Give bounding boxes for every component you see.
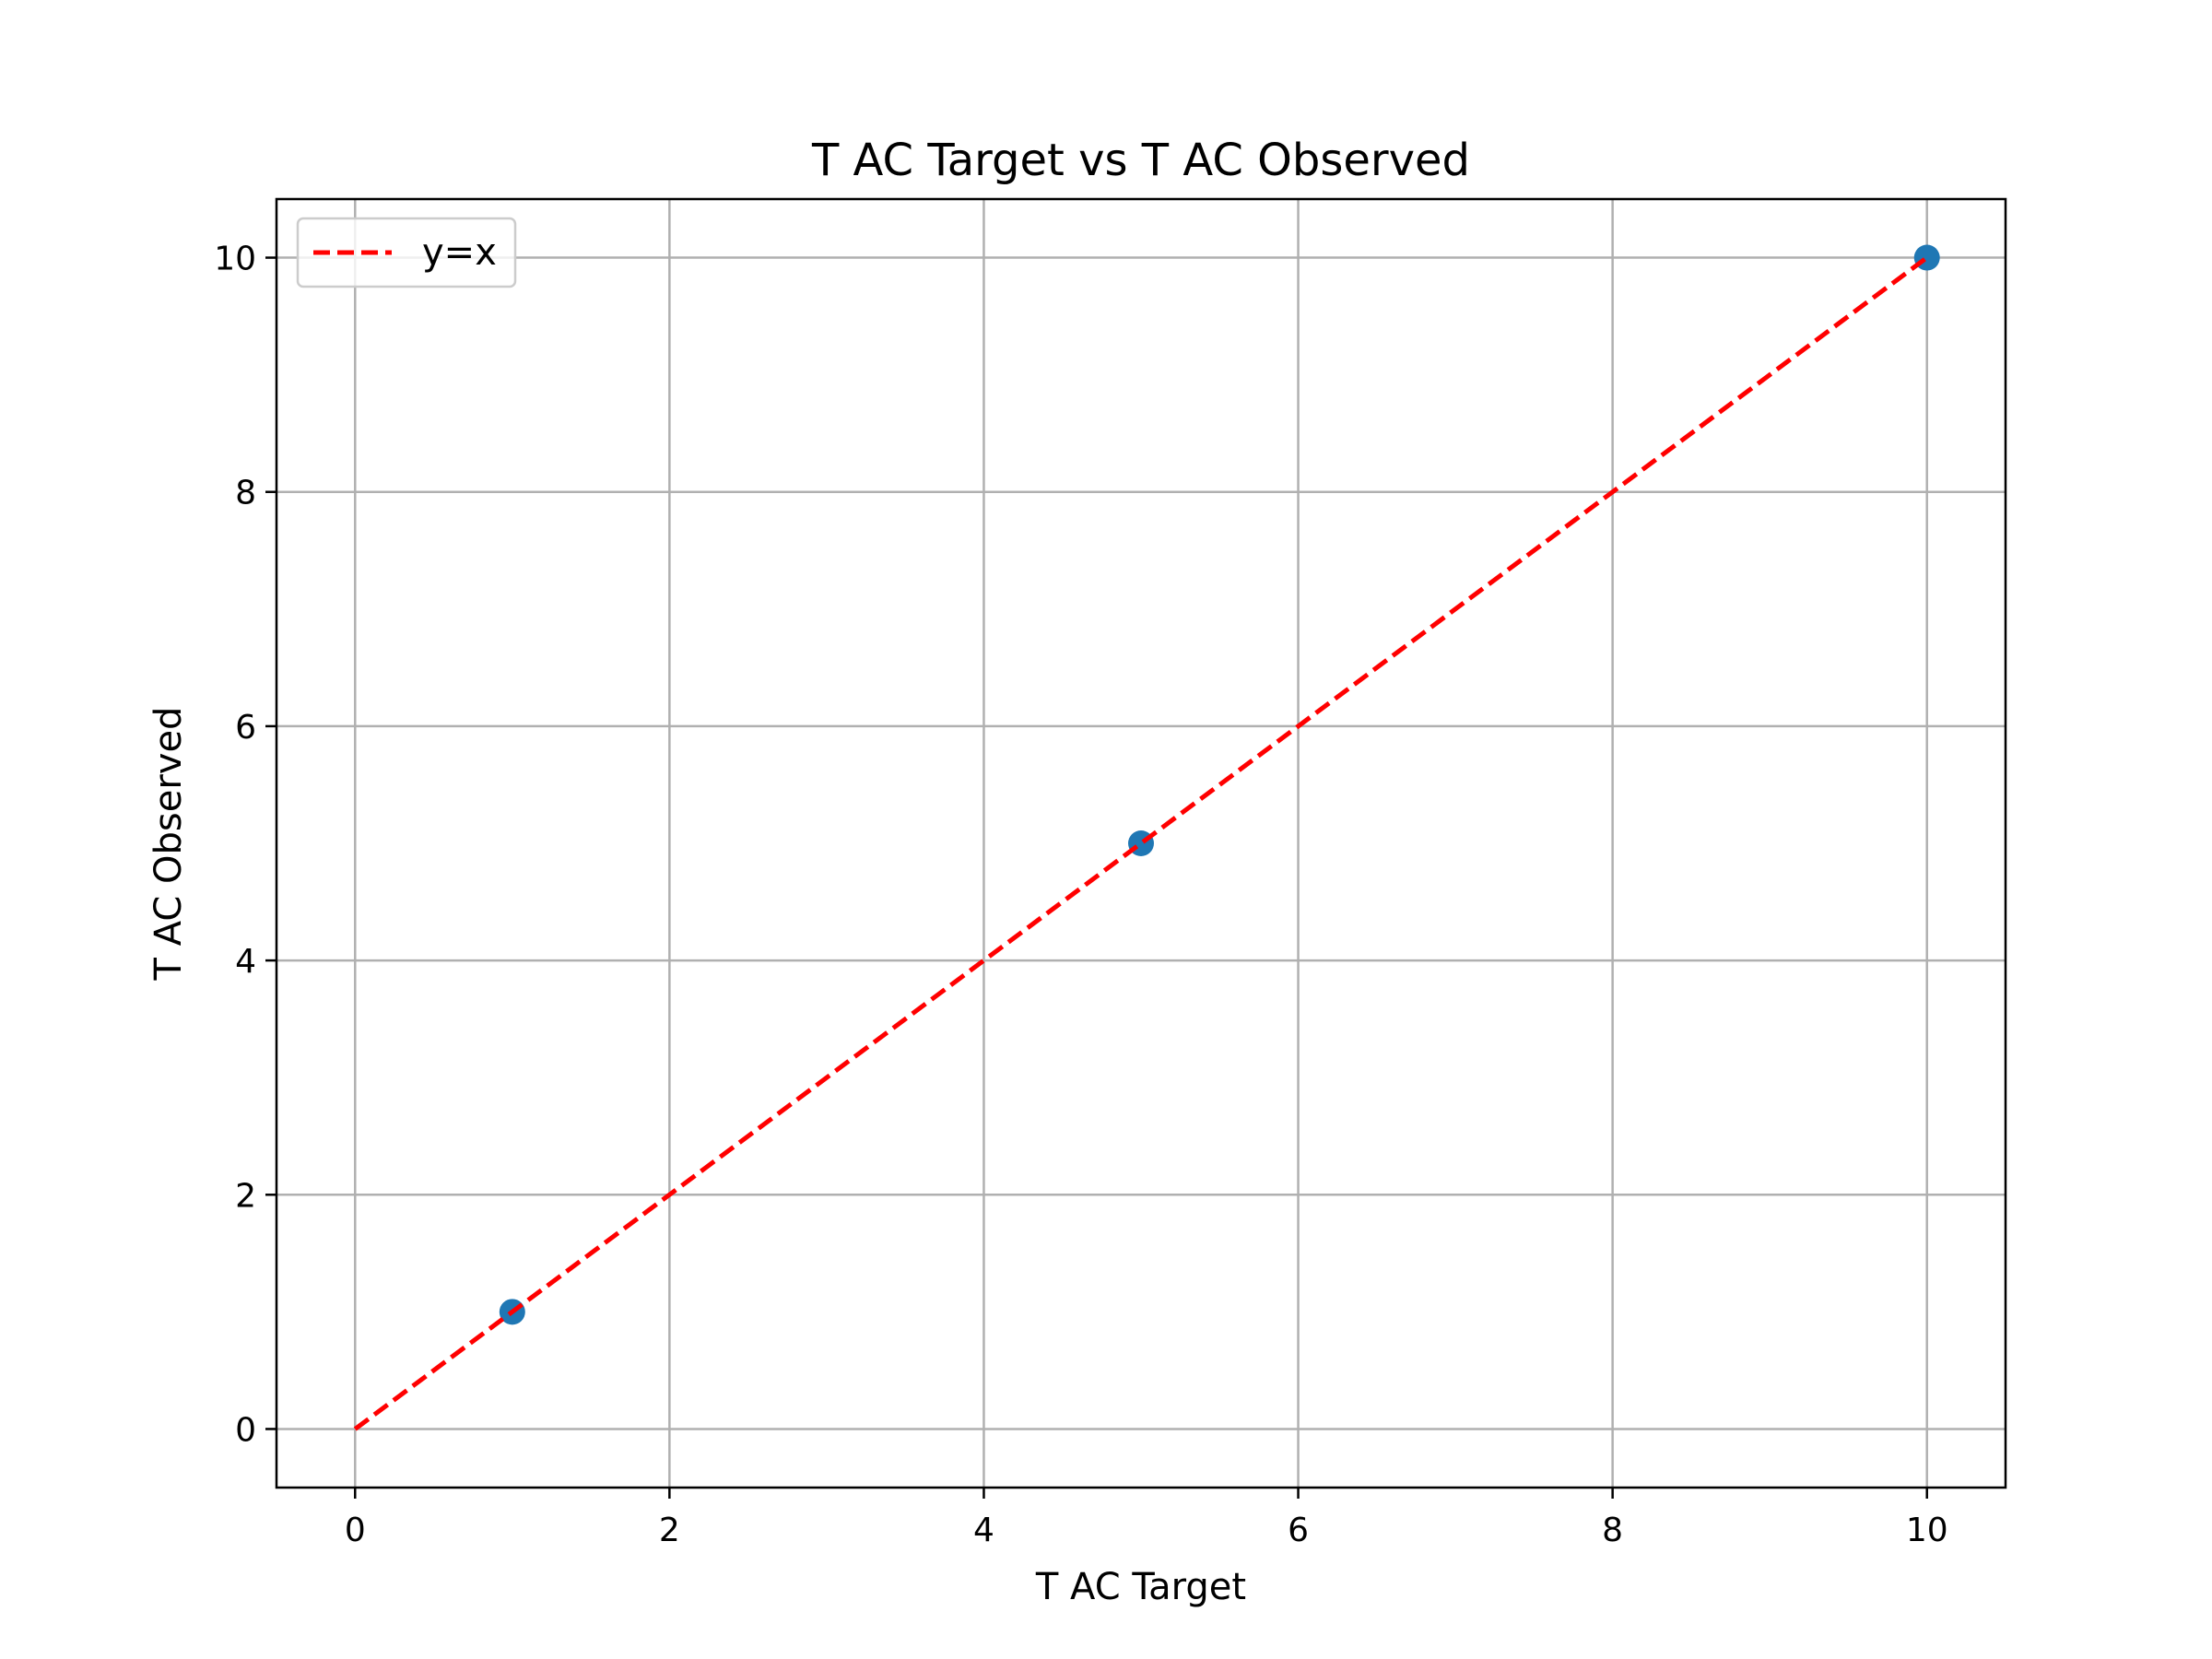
x-tick-label: 6 xyxy=(1288,1512,1309,1549)
x-tick-label: 8 xyxy=(1602,1512,1623,1549)
x-tick-label: 4 xyxy=(973,1512,994,1549)
plot-data xyxy=(353,244,1940,1431)
y-tick-label: 6 xyxy=(235,709,256,747)
legend-box xyxy=(296,217,517,288)
series-line-y-equals-x xyxy=(353,255,1929,1431)
plot-frame xyxy=(275,197,2007,1489)
y-tick-label: 4 xyxy=(235,943,256,981)
y-tick-label: 0 xyxy=(235,1411,256,1449)
chart-title: T AC Target vs T AC Observed xyxy=(811,135,1470,186)
x-tick-label: 2 xyxy=(659,1512,680,1549)
legend-label-y-equals-x: y=x xyxy=(422,231,497,274)
y-tick-label: 8 xyxy=(235,475,256,512)
legend: y=x xyxy=(296,217,517,288)
x-axis-label: T AC Target xyxy=(1035,1566,1246,1608)
y-tick-label: 10 xyxy=(214,241,256,278)
y-axis-label: T AC Observed xyxy=(147,707,190,982)
y-tick-label: 2 xyxy=(235,1177,256,1215)
x-tick-label: 0 xyxy=(345,1512,366,1549)
x-tick-label: 10 xyxy=(1906,1512,1948,1549)
grid xyxy=(276,199,2006,1488)
axis-ticks: 0 2 4 6 8 10 0 2 4 6 8 10 xyxy=(214,241,1947,1549)
